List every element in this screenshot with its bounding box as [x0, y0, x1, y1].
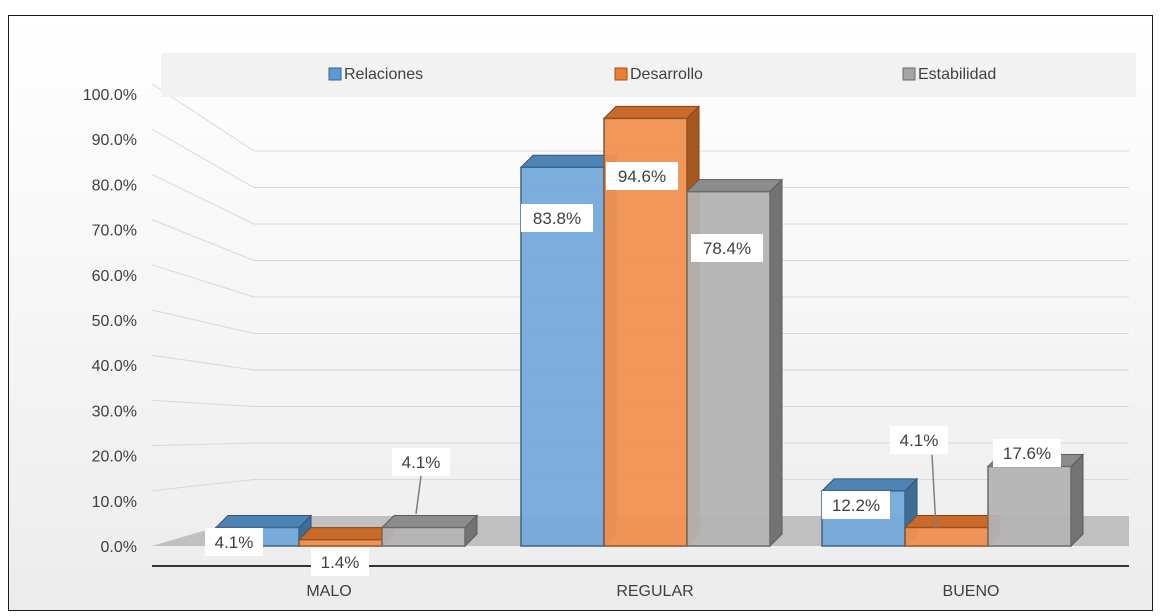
bar-chart: Relaciones Desarrollo Estabilidad 0.0% 10.0…: [9, 16, 1152, 610]
svg-text:12.2%: 12.2%: [832, 496, 880, 515]
data-label: 4.1%: [205, 528, 263, 556]
bar-estabilidad-malo: [380, 514, 479, 548]
svg-text:94.6%: 94.6%: [618, 167, 666, 186]
legend-band: [161, 53, 1136, 97]
data-label: 12.2%: [822, 491, 890, 519]
x-tick-label: REGULAR: [616, 583, 693, 600]
data-label: 4.1%: [890, 426, 948, 454]
gridline: [151, 83, 1129, 152]
svg-text:1.4%: 1.4%: [321, 553, 360, 572]
y-tick-label: 50.0%: [92, 313, 137, 330]
bar-desarrollo-malo: [297, 526, 396, 548]
legend-label: Estabilidad: [918, 66, 996, 83]
legend-label: Desarrollo: [630, 66, 703, 83]
y-tick-label: 90.0%: [92, 132, 137, 149]
y-tick-label: 10.0%: [92, 494, 137, 511]
y-tick-label: 40.0%: [92, 358, 137, 375]
x-axis: MALO REGULAR BUENO: [306, 583, 999, 600]
bar-estabilidad-bueno: [986, 453, 1085, 548]
data-label: 1.4%: [311, 548, 369, 576]
leader-line: [931, 454, 937, 529]
gridline: [151, 219, 1129, 261]
legend: Relaciones Desarrollo Estabilidad: [161, 53, 1136, 97]
legend-swatch: [614, 67, 628, 81]
y-tick-label: 80.0%: [92, 177, 137, 194]
svg-text:17.6%: 17.6%: [1003, 444, 1051, 463]
y-tick-label: 100.0%: [83, 87, 137, 104]
chart-frame: Relaciones Desarrollo Estabilidad 0.0% 10.0…: [8, 15, 1153, 611]
y-tick-label: 20.0%: [92, 449, 137, 466]
gridline: [151, 442, 1129, 447]
x-tick-label: BUENO: [943, 583, 1000, 600]
y-tick-label: 0.0%: [101, 539, 137, 556]
data-labels: 4.1% 83.8% 12.2% 1.4% 94.6% 4.1% 4.1% 78.4% 17.6…: [205, 162, 1061, 576]
gridline: [151, 173, 1129, 225]
legend-swatch: [902, 67, 916, 81]
data-label: 94.6%: [606, 162, 678, 190]
gridline: [151, 264, 1129, 298]
svg-text:4.1%: 4.1%: [900, 431, 939, 450]
bar-desarrollo-bueno: [903, 514, 1002, 548]
gridlines: [151, 83, 1129, 492]
data-label: 4.1%: [392, 448, 450, 476]
legend-label: Relaciones: [344, 66, 423, 83]
gridline: [151, 399, 1129, 407]
leader-line: [415, 475, 422, 515]
y-tick-label: 70.0%: [92, 223, 137, 240]
svg-text:4.1%: 4.1%: [402, 453, 441, 472]
gridline: [151, 128, 1129, 188]
svg-text:83.8%: 83.8%: [533, 209, 581, 228]
y-axis: 0.0% 10.0% 20.0% 30.0% 40.0% 50.0% 60.0% 70.0% 8…: [83, 87, 137, 556]
y-tick-label: 30.0%: [92, 403, 137, 420]
legend-swatch: [328, 67, 342, 81]
gridline: [151, 354, 1129, 371]
x-tick-label: MALO: [306, 583, 351, 600]
gridline: [151, 309, 1129, 334]
data-label: 83.8%: [521, 204, 593, 232]
data-label: 17.6%: [993, 439, 1061, 467]
data-label: 78.4%: [691, 234, 763, 262]
y-tick-label: 60.0%: [92, 268, 137, 285]
svg-text:78.4%: 78.4%: [703, 239, 751, 258]
svg-text:4.1%: 4.1%: [215, 533, 254, 552]
